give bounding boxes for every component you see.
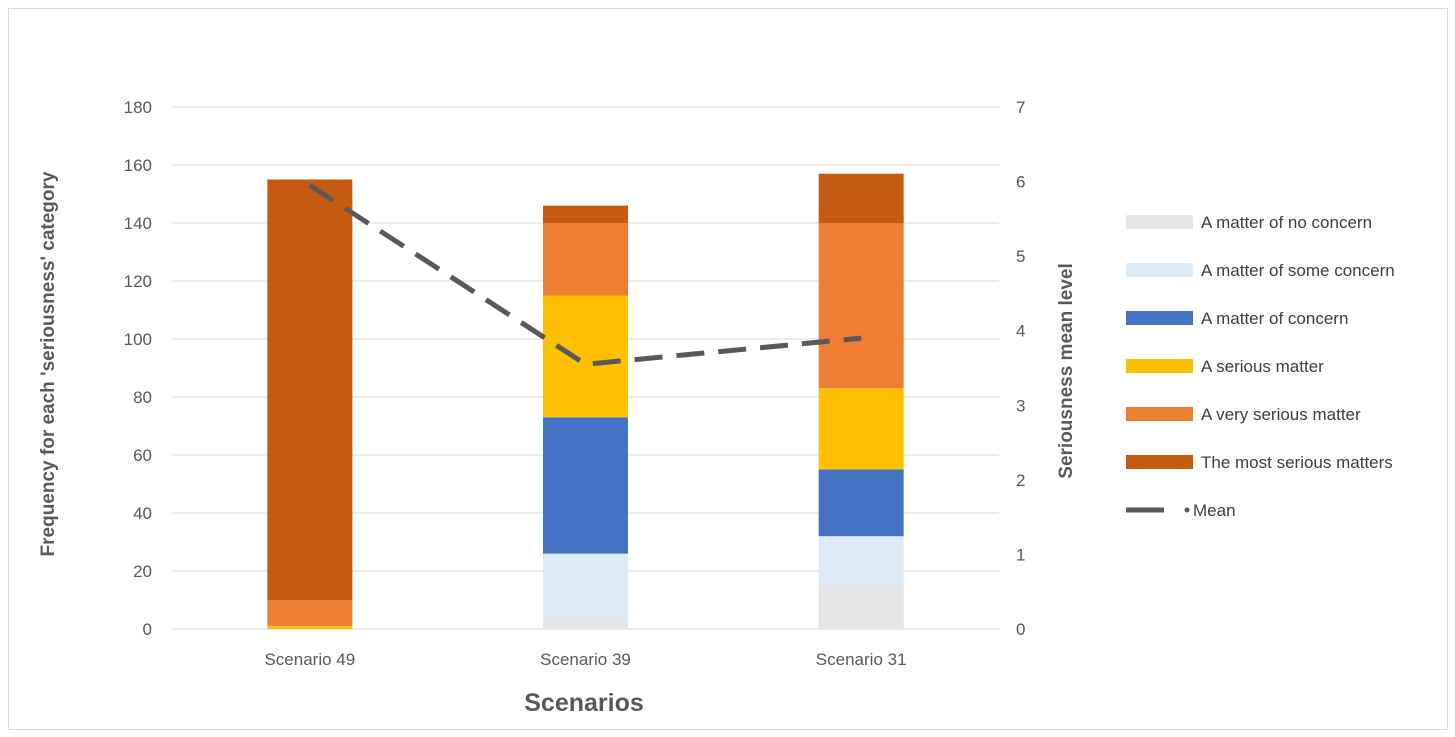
y2-tick-label: 4 (1016, 322, 1025, 341)
legend-label: A matter of no concern (1201, 213, 1372, 232)
y-tick-label: 20 (133, 562, 152, 581)
legend-label: A matter of some concern (1201, 261, 1395, 280)
bar-segment (818, 223, 904, 389)
bar-segment (818, 585, 904, 629)
x-tick-label: Scenario 31 (816, 650, 907, 669)
y-tick-label: 180 (124, 98, 152, 117)
bar-segment (543, 295, 628, 418)
legend-swatch (1126, 311, 1193, 325)
bar-segment (267, 179, 353, 600)
y2-axis-ticks: 0 1 2 3 4 5 6 7 (1016, 98, 1025, 639)
y2-tick-label: 2 (1016, 471, 1025, 490)
bar-segment (818, 388, 904, 470)
bar-segment (818, 536, 904, 586)
y-tick-label: 60 (133, 446, 152, 465)
bar-segment (543, 205, 628, 223)
chart-frame: 0 20 40 60 80 100 120 140 160 180 0 1 2 3 4 5 6 7 Scenar… (8, 8, 1448, 730)
legend: A matter of no concern A matter of some c… (1126, 213, 1395, 520)
mean-line (308, 183, 862, 367)
bar-segment (267, 600, 353, 627)
y2-axis-title: Seriousness mean level (1056, 263, 1077, 478)
bar-segment (543, 620, 628, 629)
bar-segment (543, 553, 628, 621)
y2-tick-label: 6 (1016, 173, 1025, 192)
bar-segment (818, 469, 904, 537)
y-tick-label: 80 (133, 388, 152, 407)
bar-segment (818, 173, 904, 223)
y-tick-label: 120 (124, 272, 152, 291)
chart: 0 20 40 60 80 100 120 140 160 180 0 1 2 3 4 5 6 7 Scenar… (38, 98, 1395, 717)
y-tick-label: 140 (124, 214, 152, 233)
x-axis-ticks: Scenario 49 Scenario 39 Scenario 31 (264, 650, 906, 669)
y-axis-title: Frequency for each 'seriousness' categor… (38, 171, 59, 556)
legend-label: A serious matter (1201, 357, 1324, 376)
legend-label: A matter of concern (1201, 309, 1348, 328)
y2-tick-label: 1 (1016, 545, 1025, 564)
bar-segment (543, 223, 628, 296)
legend-swatch (1126, 215, 1193, 229)
legend-marker-mean (1184, 507, 1190, 513)
y2-tick-label: 3 (1016, 396, 1025, 415)
x-tick-label: Scenario 39 (540, 650, 631, 669)
bars (267, 173, 904, 629)
legend-swatch (1126, 263, 1193, 277)
legend-label: A very serious matter (1201, 405, 1361, 424)
y-axis-ticks: 0 20 40 60 80 100 120 140 160 180 (124, 98, 152, 639)
x-axis-title: Scenarios (524, 689, 644, 717)
x-tick-label: Scenario 49 (264, 650, 355, 669)
legend-swatch (1126, 455, 1193, 469)
legend-swatch (1126, 359, 1193, 373)
y2-tick-label: 7 (1016, 98, 1025, 117)
y-tick-label: 160 (124, 156, 152, 175)
y-tick-label: 0 (143, 620, 152, 639)
bar-segment (267, 626, 353, 629)
legend-label: The most serious matters (1201, 453, 1393, 472)
y-tick-label: 40 (133, 504, 152, 523)
y2-tick-label: 5 (1016, 247, 1025, 266)
y-tick-label: 100 (124, 330, 152, 349)
y2-tick-label: 0 (1016, 620, 1025, 639)
legend-swatch (1126, 407, 1193, 421)
mean-line-group (308, 183, 862, 367)
bar-segment (543, 417, 628, 554)
legend-label: Mean (1193, 501, 1236, 520)
